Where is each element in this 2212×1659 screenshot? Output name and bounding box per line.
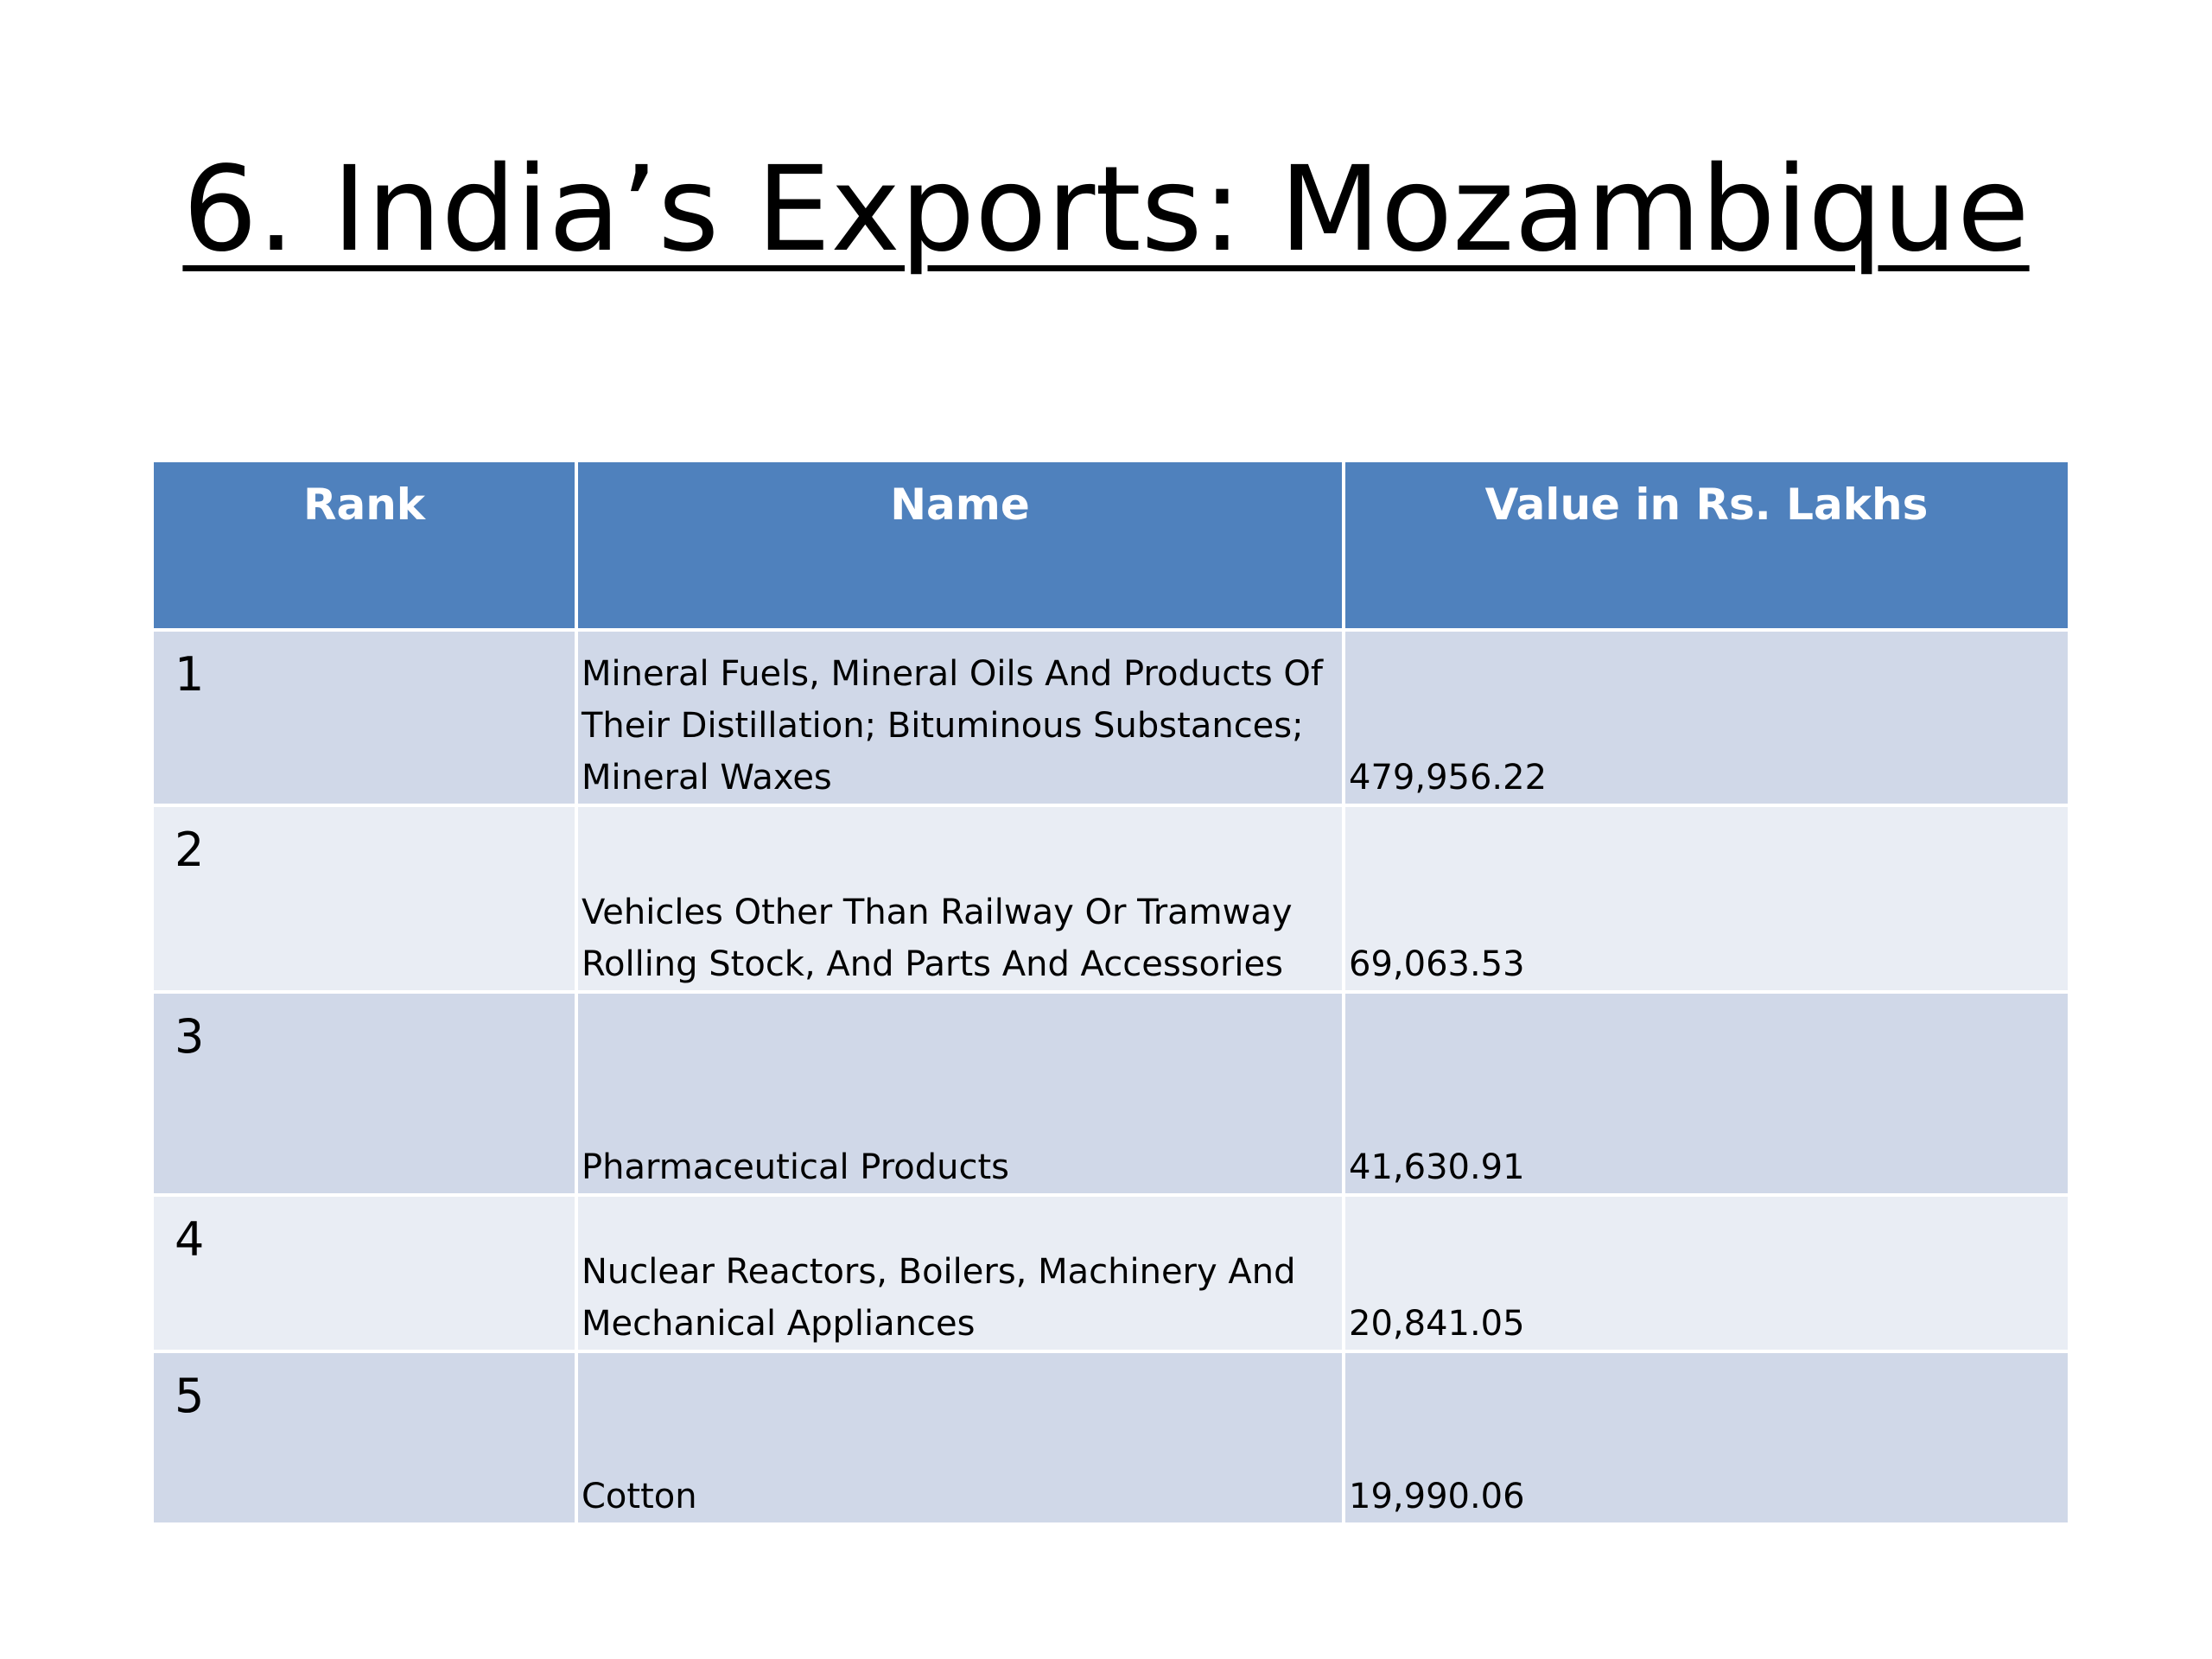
- value-cell: 69,063.53: [1342, 804, 2071, 994]
- rank-cell: 1: [150, 628, 578, 807]
- name-cell: Nuclear Reactors, Boilers, Machinery And…: [575, 1193, 1345, 1353]
- exports-table: Rank Name Value in Rs. Lakhs 1 Mineral F…: [150, 459, 2071, 1526]
- rank-cell: 2: [150, 804, 578, 994]
- value-cell: 20,841.05: [1342, 1193, 2071, 1353]
- name-cell: Vehicles Other Than Railway Or Tramway R…: [575, 804, 1345, 994]
- rank-cell: 4: [150, 1193, 578, 1353]
- table-row: 2 Vehicles Other Than Railway Or Tramway…: [150, 804, 2071, 994]
- slide-title: 6. India’s Exports: Mozambique: [182, 142, 2030, 278]
- table-row: 1 Mineral Fuels, Mineral Oils And Produc…: [150, 628, 2071, 807]
- value-cell: 479,956.22: [1342, 628, 2071, 807]
- header-value: Value in Rs. Lakhs: [1342, 459, 2071, 632]
- rank-cell: 5: [150, 1350, 578, 1526]
- header-name: Name: [575, 459, 1345, 632]
- name-cell: Mineral Fuels, Mineral Oils And Products…: [575, 628, 1345, 807]
- table-header-row: Rank Name Value in Rs. Lakhs: [150, 459, 2071, 632]
- name-cell: Pharmaceutical Products: [575, 990, 1345, 1197]
- rank-cell: 3: [150, 990, 578, 1197]
- table-row: 4 Nuclear Reactors, Boilers, Machinery A…: [150, 1193, 2071, 1353]
- header-rank: Rank: [150, 459, 578, 632]
- table-row: 5 Cotton 19,990.06: [150, 1350, 2071, 1526]
- table-row: 3 Pharmaceutical Products 41,630.91: [150, 990, 2071, 1197]
- value-cell: 41,630.91: [1342, 990, 2071, 1197]
- name-cell: Cotton: [575, 1350, 1345, 1526]
- value-cell: 19,990.06: [1342, 1350, 2071, 1526]
